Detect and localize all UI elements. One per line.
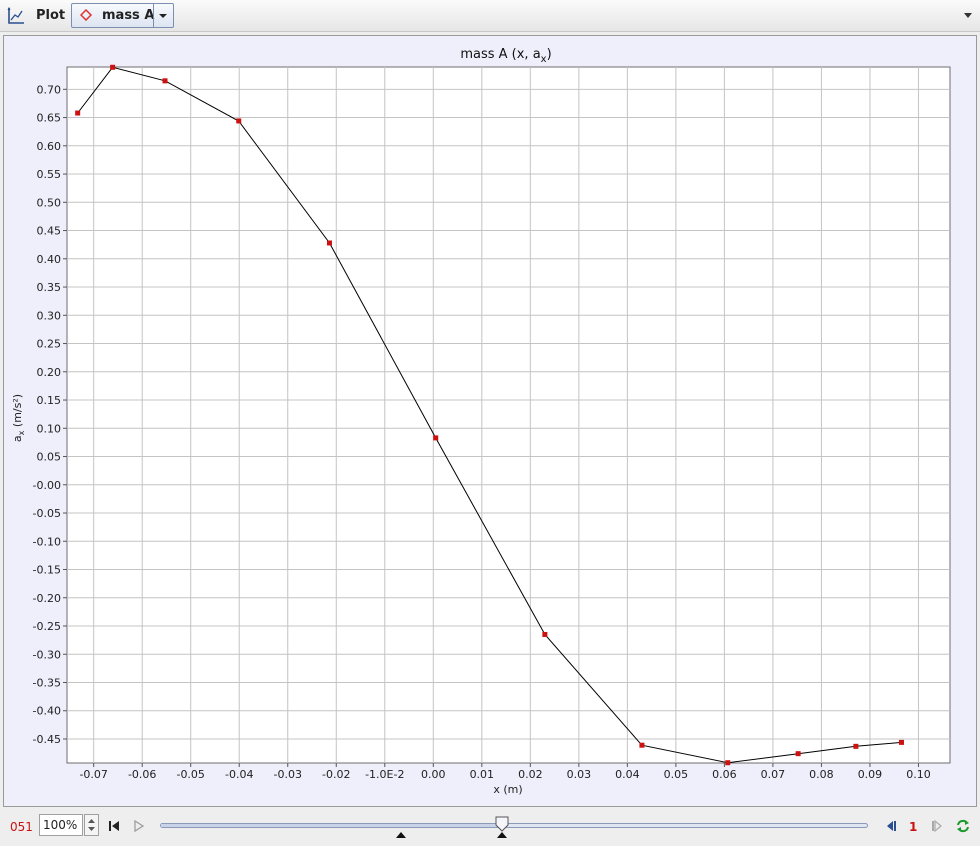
x-tick-label: 0.02	[518, 768, 543, 781]
data-point[interactable]	[75, 110, 81, 116]
plot-canvas[interactable]: mass A (x, ax) -0.07 -0.06 -0.05 -0.04 -0.03…	[4, 36, 976, 806]
dropdown-arrow-button[interactable]	[153, 4, 173, 27]
x-tick-label: 0.07	[761, 768, 786, 781]
x-tick-label: -0.07	[79, 768, 107, 781]
series-mass-a[interactable]	[75, 64, 904, 766]
y-tick-label: 0.50	[37, 196, 62, 209]
data-point[interactable]	[853, 743, 859, 749]
y-axis-label-sub: x	[17, 430, 26, 435]
y-axis-label-rest: (m/s²)	[11, 394, 24, 431]
y-tick-label: -0.20	[33, 592, 61, 605]
tick-labels: -0.07 -0.06 -0.05 -0.04 -0.03 -0.02 -1.0E-2 0.0…	[33, 83, 931, 781]
y-tick-label: -0.00	[33, 479, 61, 492]
y-tick-label: 0.25	[37, 338, 62, 351]
chart-title-close: )	[547, 47, 552, 62]
zoom-spinner[interactable]	[84, 814, 99, 836]
data-point[interactable]	[542, 631, 548, 637]
grid-lines	[63, 67, 950, 767]
x-axis-label: x (m)	[493, 783, 522, 796]
y-axis-label: ax (m/s²)	[11, 394, 26, 442]
y-tick-label: 0.15	[37, 394, 62, 407]
plot-panel[interactable]: mass A (x, ax) -0.07 -0.06 -0.05 -0.04 -0.03…	[3, 35, 977, 807]
data-point[interactable]	[898, 739, 904, 745]
y-tick-label: 0.30	[37, 309, 62, 322]
step-forward-icon[interactable]	[930, 819, 944, 833]
y-tick-label: -0.35	[33, 676, 61, 689]
y-tick-label: 0.70	[37, 83, 62, 96]
x-tick-label: 0.01	[470, 768, 495, 781]
y-tick-label: 0.10	[37, 422, 62, 435]
red-diamond-icon	[80, 9, 92, 21]
y-tick-label: -0.45	[33, 733, 61, 746]
x-tick-label: 0.03	[567, 768, 592, 781]
spinner-arrows-icon	[88, 819, 95, 831]
data-point[interactable]	[433, 435, 439, 441]
x-tick-label: -1.0E-2	[365, 768, 404, 781]
step-size[interactable]: 1	[909, 820, 918, 834]
video-player-bar: 051 100% 1	[0, 810, 980, 846]
plot-area[interactable]	[66, 66, 951, 764]
plot-title-label: Plot	[36, 8, 66, 23]
step-back-icon[interactable]	[884, 819, 898, 833]
plot-toolbar: Plot mass A	[0, 0, 980, 32]
x-tick-label: -0.03	[274, 768, 302, 781]
data-point[interactable]	[795, 751, 801, 757]
y-axis-label-main: a	[11, 435, 24, 442]
x-tick-label: -0.04	[225, 768, 253, 781]
x-tick-label: 0.08	[809, 768, 834, 781]
start-frame-marker-icon[interactable]	[396, 832, 406, 838]
chevron-down-icon	[159, 14, 167, 18]
y-tick-label: 0.05	[37, 451, 62, 464]
y-tick-label: 0.35	[37, 281, 62, 294]
y-tick-label: -0.10	[33, 535, 61, 548]
x-tick-label: -0.02	[322, 768, 350, 781]
series-line	[77, 66, 902, 764]
y-tick-label: -0.05	[33, 507, 61, 520]
dropdown-arrow-icon[interactable]	[962, 10, 974, 22]
y-tick-label: 0.65	[37, 112, 62, 125]
data-point[interactable]	[110, 64, 116, 70]
zoom-field[interactable]: 100%	[39, 814, 83, 836]
data-point[interactable]	[326, 240, 332, 246]
rewind-to-start-icon[interactable]	[107, 819, 121, 833]
x-tick-label: 0.09	[858, 768, 883, 781]
slider-thumb[interactable]	[494, 816, 510, 832]
y-tick-label: -0.15	[33, 564, 61, 577]
y-tick-label: -0.40	[33, 705, 61, 718]
slider-fill	[161, 824, 500, 827]
data-point[interactable]	[725, 760, 731, 766]
chart-title-main: mass A (x, a	[460, 47, 540, 62]
chart-title-sub: x	[541, 54, 547, 65]
y-tick-label: 0.40	[37, 253, 62, 266]
y-tick-label: -0.30	[33, 648, 61, 661]
plot-axes-icon[interactable]	[6, 6, 26, 26]
data-point[interactable]	[236, 118, 242, 124]
selected-track-label: mass A	[102, 8, 155, 23]
x-tick-label: 0.10	[906, 768, 931, 781]
x-tick-label: 0.00	[421, 768, 446, 781]
frame-number: 051	[10, 820, 33, 834]
y-tick-label: 0.45	[37, 225, 62, 238]
play-icon[interactable]	[132, 819, 146, 833]
data-point[interactable]	[162, 78, 168, 84]
frame-slider[interactable]	[160, 823, 868, 828]
y-tick-label: 0.55	[37, 168, 62, 181]
track-selector-dropdown[interactable]: mass A	[71, 3, 174, 28]
data-point[interactable]	[639, 742, 645, 748]
x-tick-label: 0.04	[615, 768, 640, 781]
end-frame-marker-icon[interactable]	[497, 832, 507, 838]
x-tick-label: -0.05	[176, 768, 204, 781]
y-tick-label: -0.25	[33, 620, 61, 633]
y-tick-label: 0.20	[37, 366, 62, 379]
loop-icon[interactable]	[956, 819, 970, 833]
chart-title: mass A (x, ax)	[460, 47, 551, 65]
y-tick-label: 0.60	[37, 140, 62, 153]
x-tick-label: -0.06	[128, 768, 156, 781]
x-tick-label: 0.06	[712, 768, 737, 781]
x-tick-label: 0.05	[664, 768, 689, 781]
